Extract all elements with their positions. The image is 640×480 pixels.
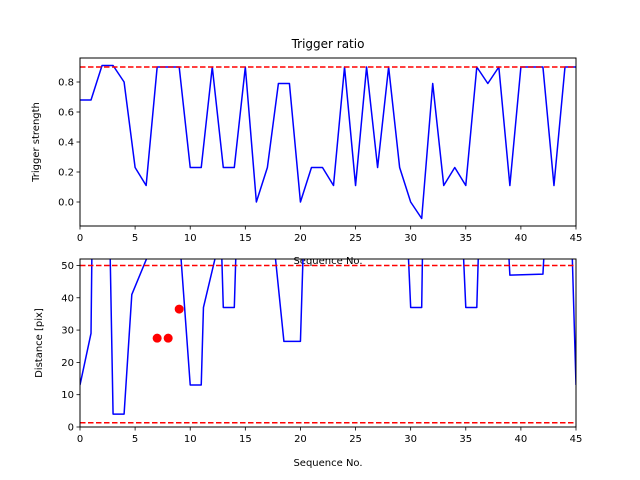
x-tick-label: 35 [459, 434, 472, 445]
y-tick-label: 0.0 [58, 198, 74, 209]
y-tick-label: 0.6 [58, 108, 74, 119]
y-axis-label: Distance [pix] [34, 308, 45, 378]
axes-frame [79, 258, 577, 428]
data-point-marker [163, 333, 173, 343]
y-tick-label: 40 [61, 293, 74, 304]
y-tick-label: 30 [61, 326, 74, 337]
x-tick-label: 45 [570, 434, 583, 445]
distance-chart: 0 5 10 15 20 25 30 35 40 45 0 10 20 30 40 50 Sequence N… [34, 258, 582, 469]
x-tick-label: 0 [77, 233, 83, 244]
y-tick-label: 50 [61, 261, 74, 272]
y-tick-label: 20 [61, 358, 74, 369]
trigger-ratio-chart: Trigger ratio 0 5 10 15 20 25 30 35 40 45 0.0 0.2 0.… [31, 37, 582, 267]
x-tick-label: 25 [349, 233, 362, 244]
x-axis-label: Sequence No. [293, 256, 362, 267]
x-tick-label: 30 [404, 233, 417, 244]
chart-title: Trigger ratio [291, 37, 365, 51]
ticks: 0 5 10 15 20 25 30 35 40 45 0.0 0.2 0.4 0.6 0.8 [58, 78, 582, 245]
x-tick-label: 45 [570, 233, 583, 244]
ticks: 0 5 10 15 20 25 30 35 40 45 0 10 20 30 40 50 [61, 261, 582, 445]
series-line [80, 259, 576, 415]
x-tick-label: 10 [184, 434, 197, 445]
plot-area [80, 259, 576, 424]
x-axis-label: Sequence No. [293, 458, 362, 469]
marker-layer [152, 304, 184, 343]
x-tick-label: 15 [239, 434, 252, 445]
y-axis-label: Trigger strength [31, 102, 42, 183]
x-tick-label: 0 [77, 434, 83, 445]
x-tick-label: 35 [459, 233, 472, 244]
x-tick-label: 40 [515, 233, 528, 244]
y-tick-label: 0 [68, 423, 74, 434]
x-tick-label: 5 [132, 434, 138, 445]
y-tick-label: 0.8 [58, 78, 74, 89]
y-tick-label: 10 [61, 390, 74, 401]
x-tick-label: 5 [132, 233, 138, 244]
x-tick-label: 15 [239, 233, 252, 244]
x-tick-label: 40 [515, 434, 528, 445]
data-point-marker [152, 333, 162, 343]
x-tick-label: 30 [404, 434, 417, 445]
data-point-marker [174, 304, 184, 314]
x-tick-label: 25 [349, 434, 362, 445]
plot-area [80, 64, 576, 220]
x-tick-label: 10 [184, 233, 197, 244]
y-tick-label: 0.4 [58, 138, 74, 149]
y-tick-label: 0.2 [58, 168, 74, 179]
x-tick-label: 20 [294, 434, 307, 445]
x-tick-label: 20 [294, 233, 307, 244]
